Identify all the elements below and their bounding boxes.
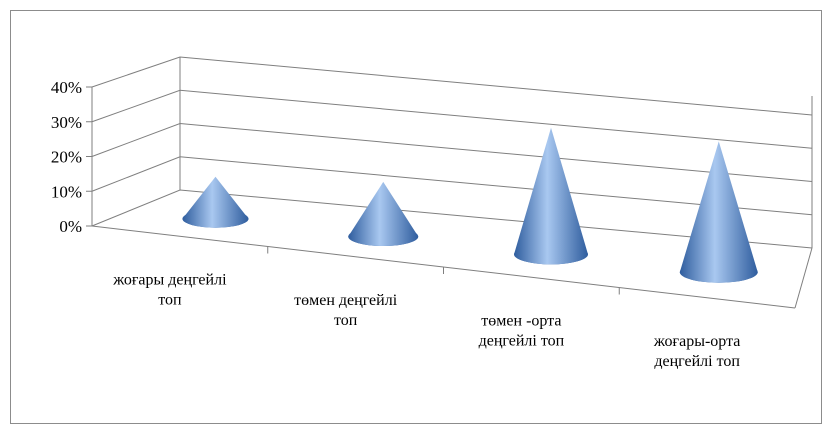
x-tick-label: жоғары деңгейлі топ — [112, 271, 227, 308]
x-tick-label: төмен деңгейлі топ — [294, 292, 398, 329]
y-tick-label: 0% — [59, 217, 82, 236]
x-axis-categories: жоғары деңгейлі топ төмен деңгейлі топ төмен… — [112, 271, 740, 370]
y-tick-label: 30% — [51, 113, 82, 132]
y-tick-label: 10% — [51, 182, 82, 201]
gridline — [91, 122, 813, 182]
y-tick-label: 40% — [51, 78, 82, 97]
y-axis-ticks: 0% 10% 20% 30% 40% — [51, 78, 92, 236]
cones — [182, 127, 758, 283]
gridline — [91, 89, 813, 149]
cone-1 — [182, 176, 249, 228]
cone-3 — [514, 127, 588, 265]
x-tick-label: жоғары-орта деңгейлі топ — [653, 333, 740, 370]
x-tick-label: төмен -орта деңгейлі топ — [479, 312, 565, 349]
cone-body — [514, 127, 588, 265]
cone-body — [348, 181, 419, 247]
gridline — [91, 56, 813, 116]
cone-body — [182, 176, 249, 228]
floor-right-edge — [794, 247, 813, 309]
cone-4 — [679, 141, 758, 283]
y-tick-label: 20% — [51, 148, 82, 167]
cone-body — [679, 141, 758, 283]
cone-2 — [348, 181, 419, 247]
